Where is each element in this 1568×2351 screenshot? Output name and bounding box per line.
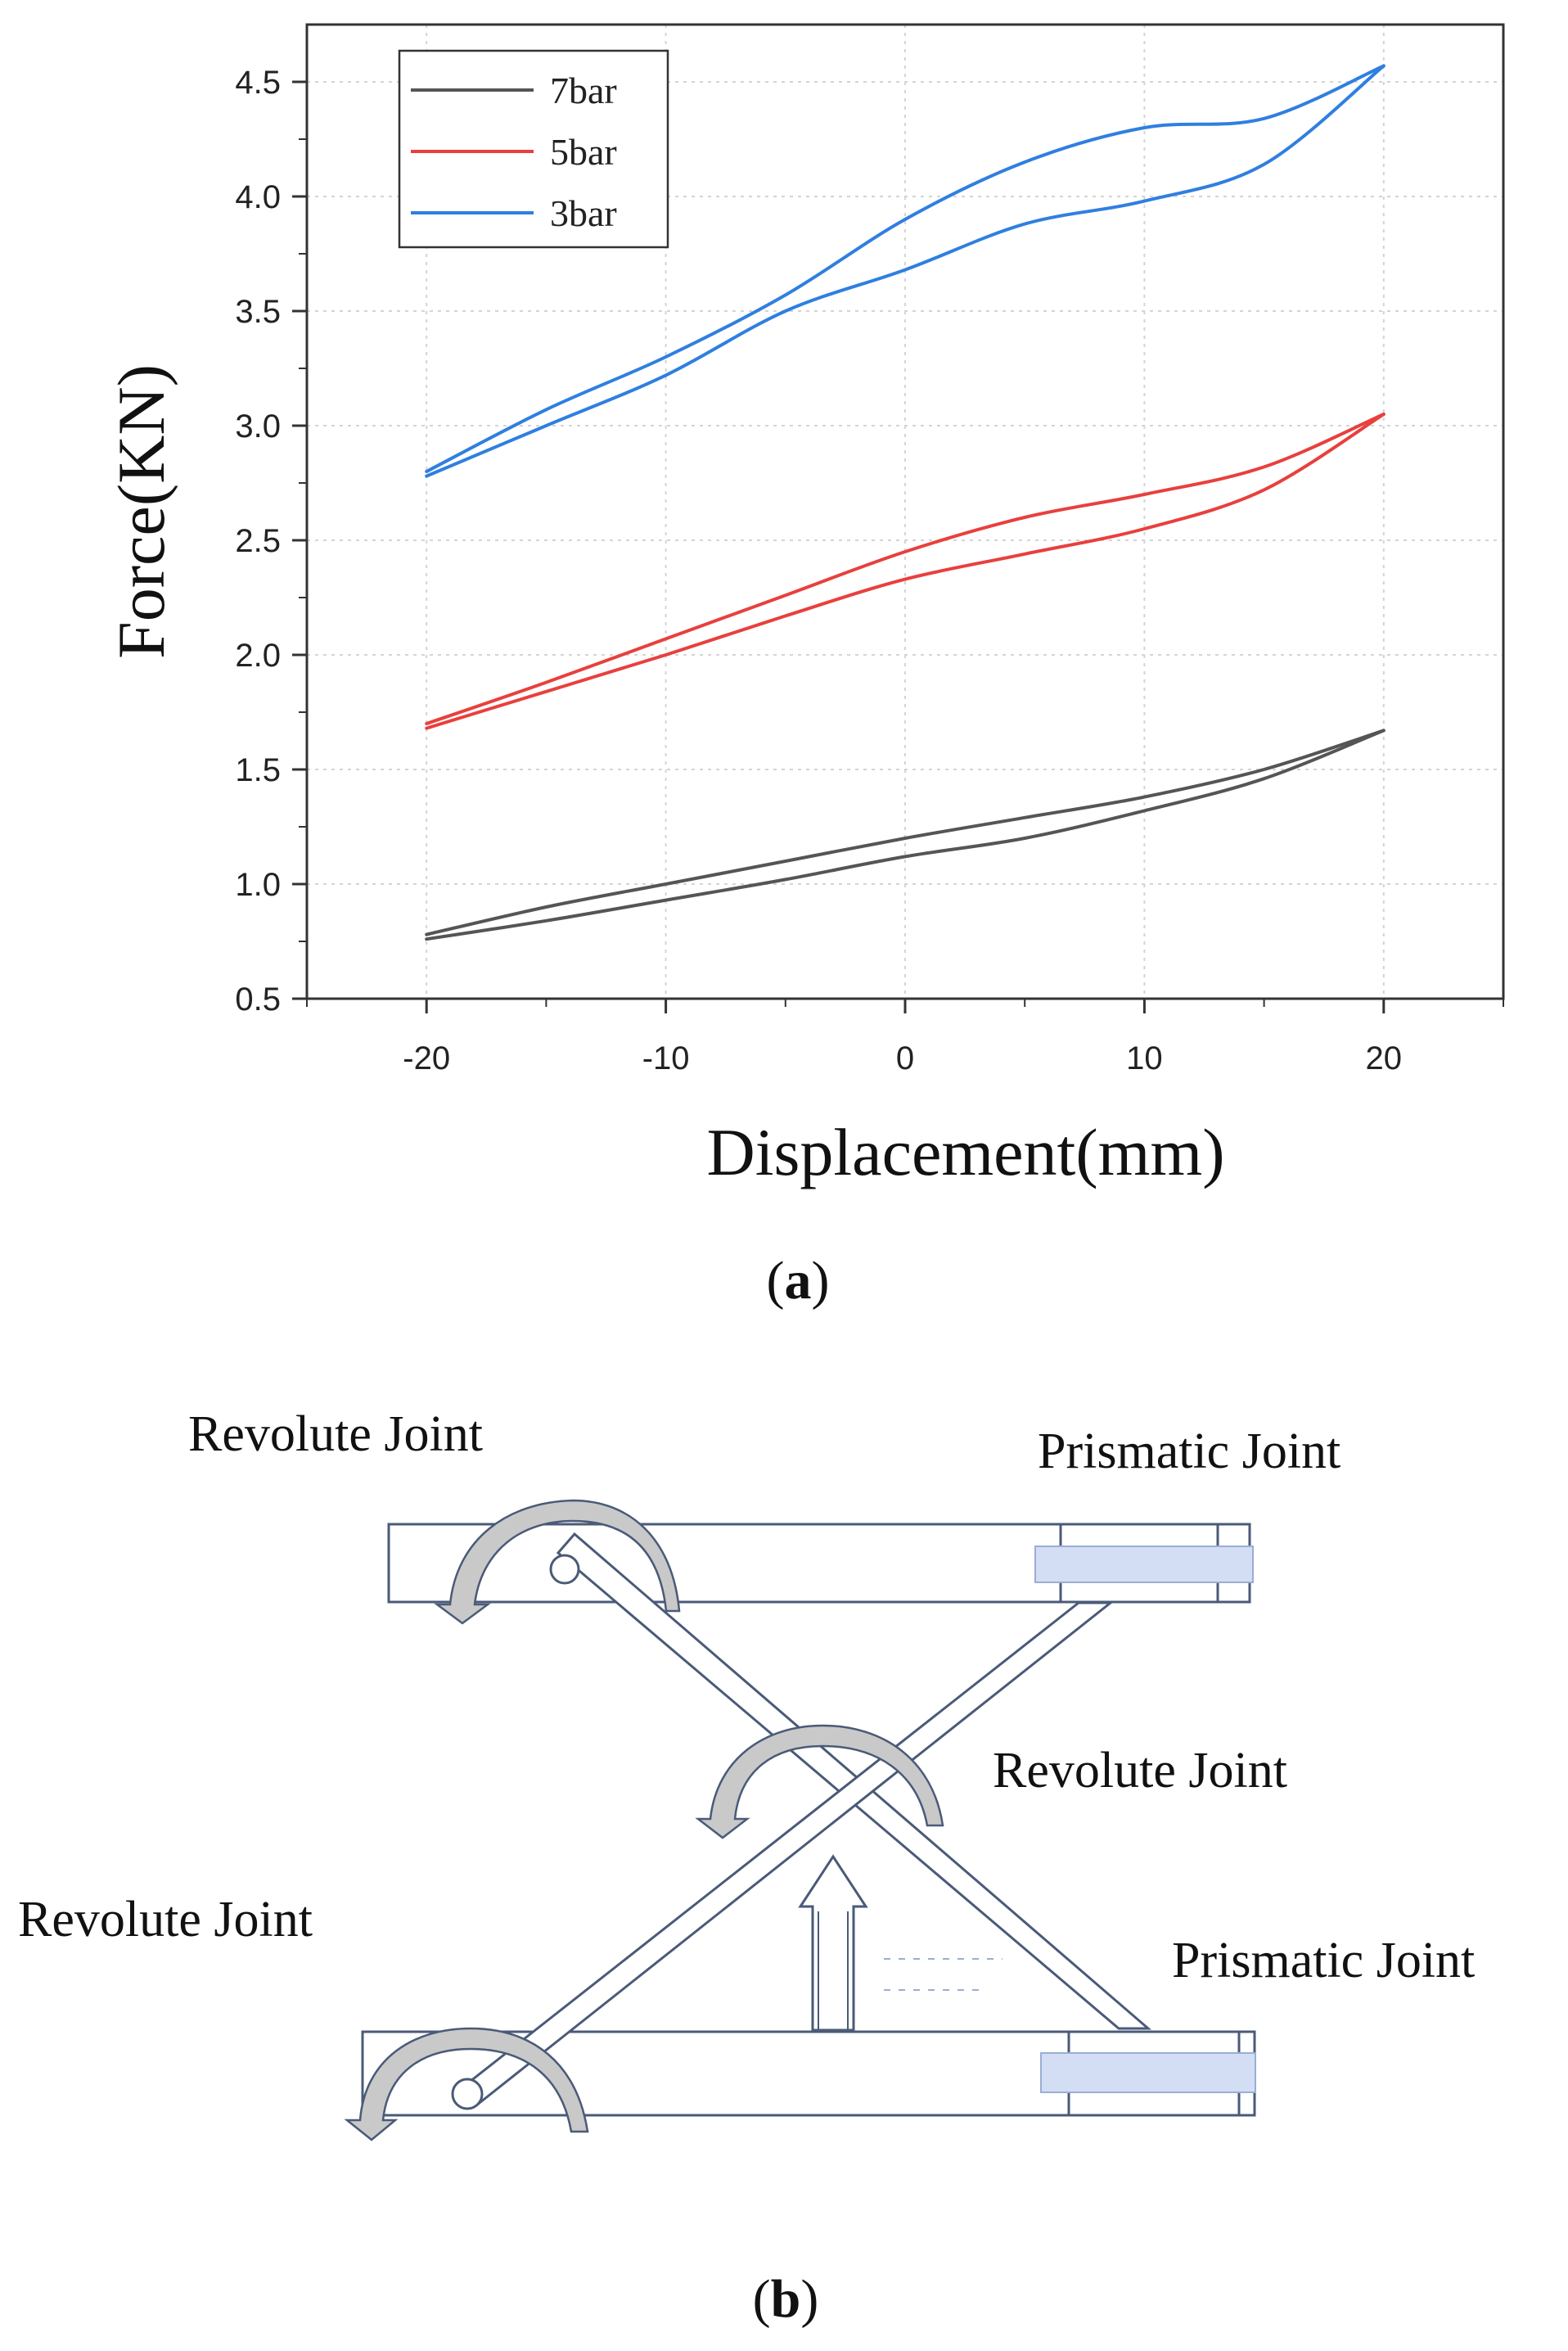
label-prismatic-bottom-right: Prismatic Joint xyxy=(1172,1933,1475,1988)
series-line-3bar-upper xyxy=(425,64,1386,473)
y-tick-label: 0.5 xyxy=(235,981,281,1018)
bottom-left-pivot xyxy=(451,2078,484,2110)
svg-text:(b): (b) xyxy=(753,2269,819,2329)
x-tick-label: 20 xyxy=(1366,1040,1403,1076)
y-tick-label: 2.0 xyxy=(235,638,281,674)
y-tick-label: 2.5 xyxy=(235,523,281,559)
top-prismatic-slider xyxy=(1034,1523,1254,1604)
series-line-7bar-lower xyxy=(425,729,1386,941)
x-tick-label: 0 xyxy=(896,1040,914,1076)
y-axis-label: Force(KN) xyxy=(104,364,178,659)
rotation-arrow-icon xyxy=(695,1724,944,1839)
rotation-arrow-icon xyxy=(434,1499,681,1625)
y-tick-label: 3.0 xyxy=(235,408,281,444)
caption-a: (a) xyxy=(767,1251,830,1311)
x-tick-label: -20 xyxy=(403,1040,450,1076)
chart-ticks: -20 -10 0 10 20 0.5 1.0 1.5 2.0 2.5 3.0 3.5 4.0 4.5 xyxy=(235,65,1504,1076)
y-tick-label: 1.0 xyxy=(235,867,281,903)
svg-text:(a): (a) xyxy=(767,1251,830,1311)
caption-a-letter: a xyxy=(785,1251,812,1311)
chart-legend: 7bar 5bar 3bar xyxy=(398,49,669,249)
x-tick-label: -10 xyxy=(642,1040,690,1076)
series-line-3bar-lower xyxy=(425,64,1386,478)
legend-label: 5bar xyxy=(550,131,617,173)
label-revolute-center: Revolute Joint xyxy=(993,1743,1287,1798)
y-tick-label: 1.5 xyxy=(235,752,281,788)
x-tick-label: 10 xyxy=(1126,1040,1163,1076)
caption-b: (b) xyxy=(753,2269,819,2329)
diagram-panel-b: Revolute Joint Prismatic Joint Revolute … xyxy=(18,1406,1475,2329)
y-tick-label: 4.5 xyxy=(235,65,281,101)
series-line-5bar-upper xyxy=(425,413,1386,725)
y-tick-label: 3.5 xyxy=(235,294,281,330)
chart-panel-a: -20 -10 0 10 20 0.5 1.0 1.5 2.0 2.5 3.0 3.5 4.0 4.5 7… xyxy=(104,23,1505,1311)
bottom-prismatic-slider xyxy=(1040,2030,1256,2117)
legend-box xyxy=(398,49,669,249)
x-axis-label: Displacement(mm) xyxy=(706,1115,1224,1189)
label-prismatic-top-right: Prismatic Joint xyxy=(1038,1424,1340,1479)
series-line-5bar-lower xyxy=(425,413,1386,730)
scissor-arm-b xyxy=(456,1601,1115,2107)
series-line-7bar-upper xyxy=(425,729,1386,936)
label-revolute-bottom-left: Revolute Joint xyxy=(18,1892,313,1947)
top-left-pivot xyxy=(549,1554,580,1585)
dash-marks xyxy=(884,1958,1003,1991)
legend-label: 7bar xyxy=(550,70,617,111)
chart-series xyxy=(425,64,1386,941)
label-revolute-top-left: Revolute Joint xyxy=(188,1406,483,1462)
y-tick-label: 4.0 xyxy=(235,179,281,215)
legend-label: 3bar xyxy=(550,192,617,234)
rotation-arrow-icon xyxy=(344,2027,589,2141)
lift-arrow-icon xyxy=(798,1854,868,2032)
caption-b-letter: b xyxy=(771,2269,801,2329)
